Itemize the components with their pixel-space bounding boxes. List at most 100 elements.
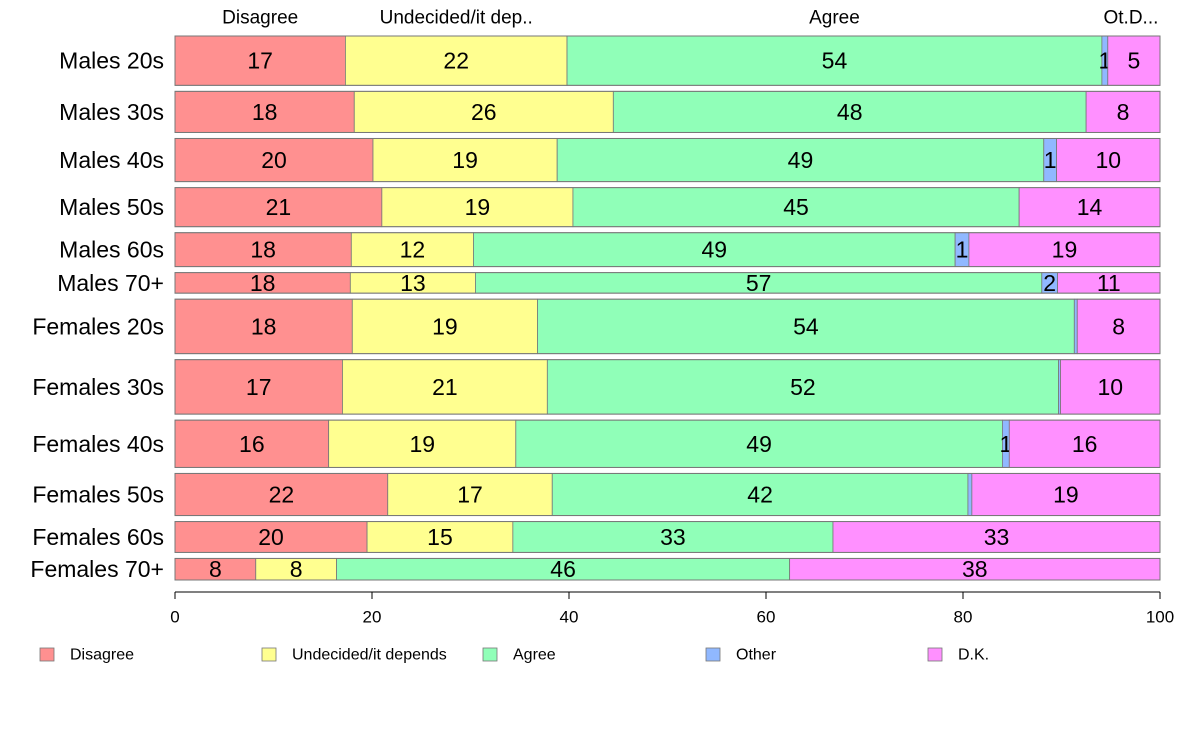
data-label: 10 xyxy=(1097,374,1123,400)
data-label: 48 xyxy=(837,99,863,125)
data-label: 19 xyxy=(432,313,458,339)
data-label: 20 xyxy=(258,524,284,550)
data-label: 8 xyxy=(290,556,303,582)
bar-outline xyxy=(174,557,1161,581)
bar-outline xyxy=(174,232,1161,268)
legend-label: Undecided/it depends xyxy=(292,647,447,664)
data-label: 49 xyxy=(746,431,772,457)
data-label: 18 xyxy=(251,313,277,339)
bar-segment xyxy=(351,298,538,355)
legend: Disagree Undecided/it depends Agree Other D.… xyxy=(39,647,989,664)
row-label: Females 40s xyxy=(32,431,164,457)
legend-swatch xyxy=(261,647,277,662)
data-label: 10 xyxy=(1095,147,1121,173)
legend-label: D.K. xyxy=(958,647,989,664)
bar-outline xyxy=(174,419,1161,468)
bar-segment xyxy=(1073,298,1078,355)
data-label: 33 xyxy=(660,524,686,550)
legend-swatch xyxy=(39,647,55,662)
top-category-label: Agree xyxy=(809,8,860,29)
data-label: 13 xyxy=(400,270,426,296)
legend-swatch xyxy=(927,647,943,662)
data-label: 19 xyxy=(409,431,435,457)
row-labels: Males 20s Males 30s Males 40s Males 50s Male… xyxy=(30,48,164,583)
data-label: 5 xyxy=(1127,48,1140,74)
x-axis: 0 20 40 60 80 100 xyxy=(170,591,1174,627)
data-label: 2 xyxy=(1043,270,1056,296)
x-tick-label: 0 xyxy=(170,608,179,627)
bar-segment xyxy=(967,473,973,516)
data-label: 12 xyxy=(400,237,426,263)
data-label: 17 xyxy=(457,482,483,508)
row-label: Males 30s xyxy=(59,99,164,125)
row-label: Females 70+ xyxy=(30,556,164,582)
data-label: 8 xyxy=(209,556,222,582)
x-tick-label: 40 xyxy=(560,608,579,627)
data-label: 19 xyxy=(1052,237,1078,263)
data-label: 17 xyxy=(247,48,273,74)
x-tick-label: 20 xyxy=(363,608,382,627)
data-label: 57 xyxy=(746,270,772,296)
data-label: 8 xyxy=(1117,99,1130,125)
bar-outline xyxy=(174,521,1161,553)
bar-segment xyxy=(174,35,346,86)
data-label: 33 xyxy=(984,524,1010,550)
bar-segment xyxy=(345,35,568,86)
row-label: Males 50s xyxy=(59,194,164,220)
data-label: 19 xyxy=(1053,482,1079,508)
bar-segment xyxy=(556,138,1045,183)
x-tick-label: 80 xyxy=(954,608,973,627)
x-tick-label: 100 xyxy=(1146,608,1174,627)
data-label: 52 xyxy=(790,374,816,400)
bar-outline xyxy=(174,472,1161,517)
data-label: 20 xyxy=(261,147,287,173)
bar-segment xyxy=(546,359,1059,415)
row-label: Females 60s xyxy=(32,524,164,550)
bar-outline xyxy=(174,359,1161,415)
data-label: 46 xyxy=(550,556,576,582)
data-label: 49 xyxy=(788,147,814,173)
data-label: 15 xyxy=(427,524,453,550)
bar-segment xyxy=(342,359,548,415)
bar-segment xyxy=(372,138,558,183)
x-tick-label: 60 xyxy=(757,608,776,627)
data-label: 11 xyxy=(1097,270,1121,296)
bar-segment xyxy=(1060,359,1161,415)
data-label: 8 xyxy=(1112,313,1125,339)
bar-segment xyxy=(612,90,1087,133)
legend-swatch xyxy=(482,647,498,662)
data-label: 19 xyxy=(465,194,491,220)
data-label: 16 xyxy=(239,431,265,457)
bar-outline xyxy=(174,272,1161,294)
data-label: 21 xyxy=(266,194,292,220)
data-label: 21 xyxy=(432,374,458,400)
legend-label: Agree xyxy=(513,647,556,664)
row-label: Females 30s xyxy=(32,374,164,400)
row-label: Males 60s xyxy=(59,237,164,263)
bar-segment xyxy=(174,187,383,228)
bar-segment xyxy=(512,521,834,553)
row-label: Females 20s xyxy=(32,313,164,339)
row-label: Males 40s xyxy=(59,147,164,173)
bar-segment xyxy=(366,521,514,553)
bar-outline xyxy=(174,35,1161,86)
bar-segment xyxy=(1076,298,1161,355)
top-category-label: Undecided/it dep.. xyxy=(380,8,533,29)
data-label: 45 xyxy=(783,194,809,220)
bar-outline xyxy=(174,90,1161,133)
data-label: 18 xyxy=(250,270,276,296)
data-label: 18 xyxy=(252,99,278,125)
data-label: 1 xyxy=(956,237,969,263)
bar-outline xyxy=(174,187,1161,228)
data-label: 42 xyxy=(747,482,773,508)
data-label: 19 xyxy=(452,147,478,173)
data-label: 1 xyxy=(1044,147,1057,173)
data-label: 38 xyxy=(962,556,988,582)
data-label: 14 xyxy=(1077,194,1103,220)
bar-segment xyxy=(832,521,1161,553)
data-label: 16 xyxy=(1072,431,1098,457)
row-label: Females 50s xyxy=(32,482,164,508)
data-label: 17 xyxy=(246,374,272,400)
legend-label: Other xyxy=(736,647,777,664)
